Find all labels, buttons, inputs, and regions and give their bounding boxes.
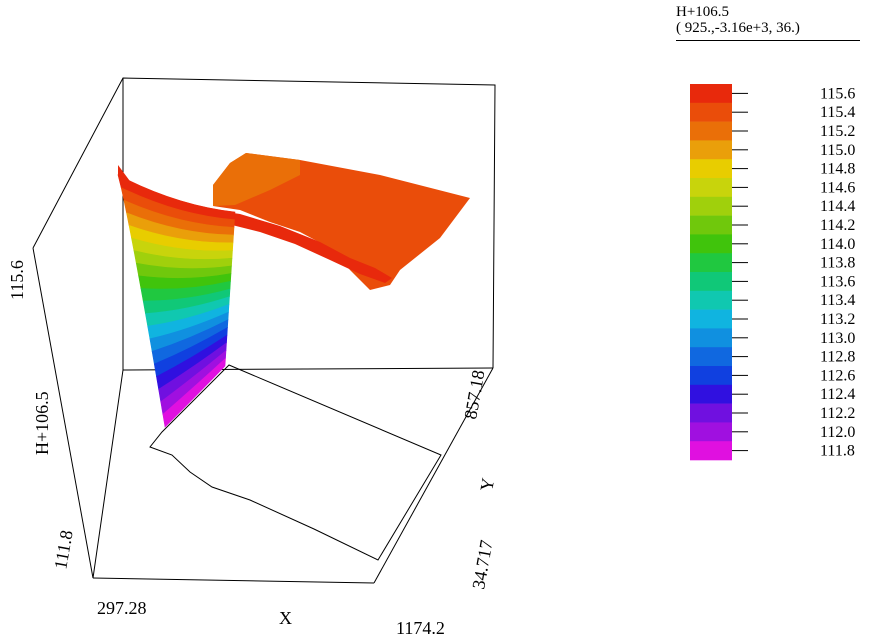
- legend-swatch: [690, 441, 732, 460]
- legend-level-label: 115.4: [820, 104, 855, 121]
- legend-swatch: [690, 159, 732, 178]
- legend-level-label: 113.4: [820, 292, 855, 309]
- legend-level-label: 112.6: [820, 367, 855, 384]
- legend-swatch: [690, 366, 732, 385]
- legend-swatch: [690, 253, 732, 272]
- legend-swatch: [690, 310, 732, 329]
- legend-level-label: 112.8: [820, 349, 855, 366]
- legend-level-label: 114.2: [820, 217, 855, 234]
- legend-swatch: [690, 234, 732, 253]
- legend-swatch: [690, 422, 732, 441]
- legend-swatch: [690, 272, 732, 291]
- legend-swatch: [690, 347, 732, 366]
- legend-level-label: 112.2: [820, 405, 855, 422]
- legend-swatch: [690, 404, 732, 423]
- legend-level-label: 113.0: [820, 330, 855, 347]
- legend-level-label: 114.4: [820, 198, 855, 215]
- legend-level-label: 115.6: [820, 85, 855, 102]
- legend-level-label: 111.8: [820, 443, 855, 460]
- legend-level-label: 114.8: [820, 161, 855, 178]
- legend-level-label: 113.8: [820, 255, 855, 272]
- legend-swatch: [690, 385, 732, 404]
- legend-swatch: [690, 84, 732, 103]
- legend-swatch: [690, 328, 732, 347]
- legend-swatch: [690, 197, 732, 216]
- legend-level-label: 115.2: [820, 123, 855, 140]
- legend-swatch: [690, 291, 732, 310]
- legend-level-label: 113.2: [820, 311, 855, 328]
- legend-level-label: 114.0: [820, 236, 855, 253]
- legend-swatch: [690, 103, 732, 122]
- legend-swatch: [690, 122, 732, 141]
- legend-level-label: 114.6: [820, 179, 855, 196]
- legend-level-label: 112.0: [820, 424, 855, 441]
- legend-swatch: [690, 140, 732, 159]
- legend-level-label: 115.0: [820, 142, 855, 159]
- legend-level-label: 113.6: [820, 273, 855, 290]
- legend-level-label: 112.4: [820, 386, 855, 403]
- legend-swatch: [690, 216, 732, 235]
- legend-swatch: [690, 178, 732, 197]
